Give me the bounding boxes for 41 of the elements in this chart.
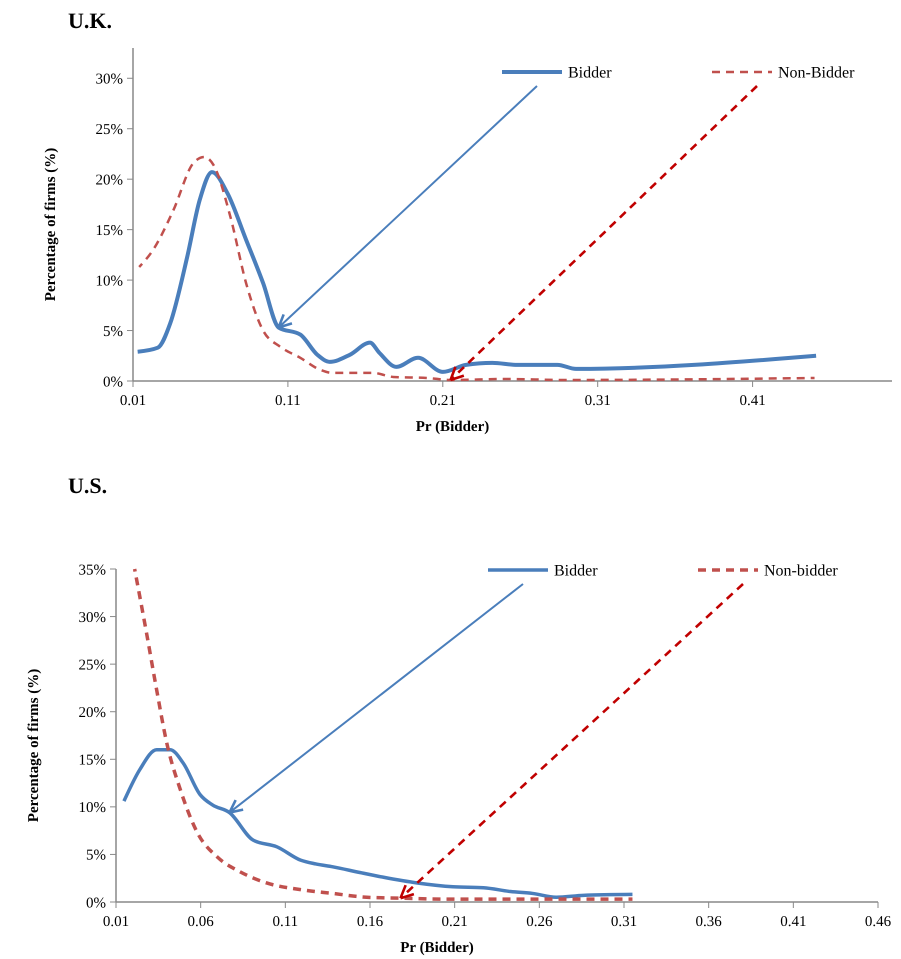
legend-label: Non-Bidder	[778, 64, 856, 82]
y-tick-label: 25%	[78, 657, 106, 674]
x-tick-label: 0.31	[584, 393, 611, 409]
chart-title: U.S.	[68, 473, 108, 498]
y-tick-label: 30%	[96, 72, 123, 88]
x-tick-label: 0.21	[442, 914, 468, 930]
y-axis-title: Percentage of firms (%)	[43, 148, 59, 302]
x-tick-label: 0.01	[102, 914, 130, 930]
x-tick-label: 0.36	[696, 914, 722, 930]
y-tick-label: 30%	[78, 610, 106, 626]
y-tick-label: 5%	[86, 848, 106, 864]
x-tick-label: 0.16	[356, 914, 384, 930]
y-tick-label: 25%	[96, 122, 123, 138]
x-axis-title: Pr (Bidder)	[416, 419, 490, 435]
x-axis-title: Pr (Bidder)	[400, 940, 474, 956]
chart-title: U.K.	[68, 8, 112, 33]
legend-label: Bidder	[554, 562, 598, 580]
y-tick-label: 5%	[103, 324, 123, 340]
x-tick-label: 0.11	[275, 393, 301, 409]
y-tick-label: 10%	[78, 800, 106, 816]
x-tick-label: 0.11	[272, 914, 298, 930]
y-tick-label: 0%	[103, 374, 123, 390]
x-tick-label: 0.41	[780, 914, 806, 930]
x-tick-label: 0.31	[610, 914, 638, 930]
x-tick-label: 0.06	[188, 914, 214, 930]
legend-label: Bidder	[568, 64, 612, 82]
y-tick-label: 20%	[78, 704, 106, 721]
y-tick-label: 15%	[96, 222, 123, 239]
line-series	[122, 748, 634, 899]
y-tick-label: 15%	[78, 752, 106, 769]
y-tick-label: 0%	[86, 895, 106, 912]
y-tick-label: 35%	[78, 562, 106, 578]
x-tick-label: 0.26	[526, 914, 553, 930]
y-tick-label: 10%	[96, 273, 123, 290]
y-tick-label: 20%	[96, 172, 123, 188]
x-tick-label: 0.46	[864, 914, 892, 930]
x-tick-label: 0.01	[120, 393, 146, 409]
x-tick-label: 0.41	[739, 393, 766, 409]
legend-label: Non-bidder	[764, 562, 838, 580]
x-tick-label: 0.21	[430, 393, 456, 409]
y-axis-title: Percentage of firms (%)	[26, 668, 42, 822]
